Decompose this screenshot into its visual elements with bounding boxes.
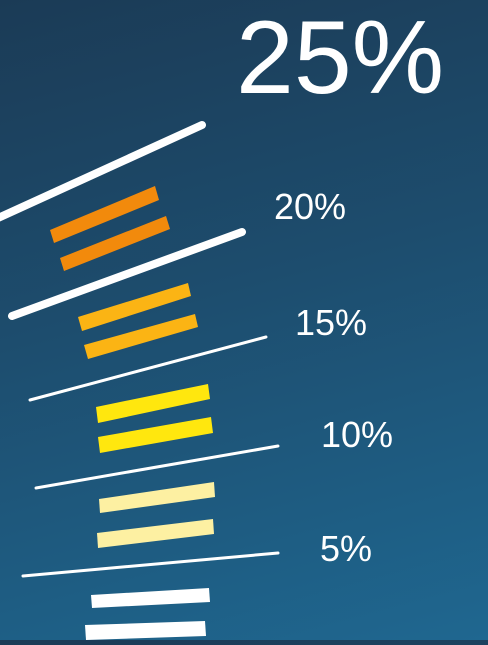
band-5-bar-2 <box>97 519 214 548</box>
band-20-bar-2 <box>60 216 170 271</box>
headline-percentage: 25% <box>236 0 445 116</box>
label-15-percent: 15% <box>295 302 368 343</box>
band-0-bar-2 <box>85 621 206 640</box>
band-0-bar-1 <box>91 588 210 608</box>
band-15-bar-1 <box>78 283 191 331</box>
divider-line-top <box>0 121 206 222</box>
divider-line-2 <box>8 228 246 320</box>
divider-line-5 <box>21 551 280 578</box>
label-10-percent: 10% <box>321 414 394 455</box>
band-5-bar-1 <box>99 482 215 513</box>
band-10-bar-2 <box>98 417 213 453</box>
band-15-bar-2 <box>84 314 198 359</box>
label-5-percent: 5% <box>320 528 373 569</box>
band-10-bar-1 <box>96 384 210 423</box>
divider-line-3 <box>28 335 268 402</box>
divider-line-4 <box>34 444 280 490</box>
band-20-bar-1 <box>50 186 159 243</box>
label-20-percent: 20% <box>274 186 347 227</box>
